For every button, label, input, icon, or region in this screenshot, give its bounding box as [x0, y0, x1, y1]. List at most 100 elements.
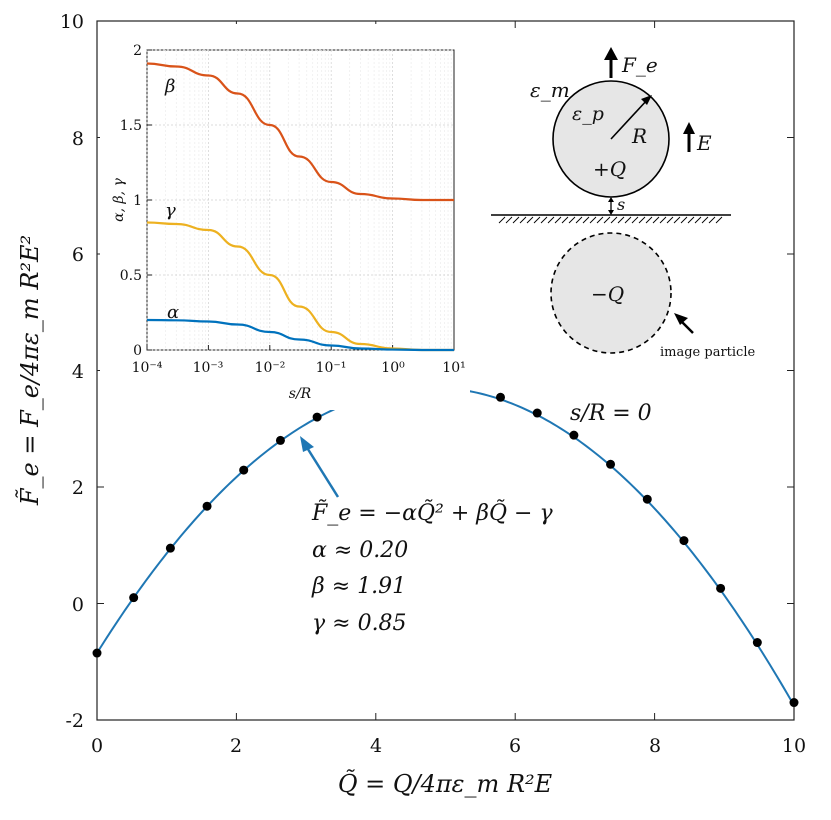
beta-value: β ≈ 1.91 — [311, 574, 406, 599]
gap-arrow-head-bottom — [608, 210, 614, 215]
hatch-line — [631, 216, 639, 224]
hatch-line — [617, 216, 625, 224]
inset-xtick-0: 10⁻⁴ — [132, 360, 163, 376]
data-point — [92, 648, 102, 658]
inset-series-label-alpha: α — [167, 302, 179, 323]
field-arrow-head — [683, 122, 695, 134]
data-point — [239, 465, 249, 475]
image-particle-pointer-head — [674, 313, 688, 325]
hatch-line — [715, 216, 723, 224]
inset-series-β — [146, 62, 454, 202]
inset-ytick-0: 0 — [133, 343, 142, 359]
inset-series-label-gamma: γ — [165, 200, 176, 221]
main-xtick-5: 10 — [782, 735, 806, 757]
hatch-line — [575, 216, 583, 224]
gap-arrow-head-top — [608, 197, 614, 202]
particle-permittivity-label: ε_p — [572, 103, 604, 125]
hatch-line — [659, 216, 667, 224]
data-point — [129, 593, 139, 603]
inset-y-axis-label: α, β, γ — [111, 178, 127, 222]
data-point — [275, 435, 285, 445]
hatch-line — [582, 216, 590, 224]
particle-schematic: F_e ε_m ε_p R +Q E s −Q image particle — [491, 47, 755, 360]
inset-series-label-beta: β — [164, 76, 175, 97]
main-ytick-0: -2 — [65, 710, 84, 732]
hatch-line — [701, 216, 709, 224]
inset-xtick-3: 10⁻¹ — [316, 360, 347, 376]
equation-arrow-head — [300, 436, 314, 452]
main-xtick-2: 4 — [370, 735, 382, 757]
main-ytick-2: 2 — [72, 477, 84, 499]
radius-label: R — [631, 124, 647, 148]
data-point — [532, 408, 542, 418]
main-ytick-5: 8 — [72, 128, 84, 150]
inset-curves — [146, 62, 454, 352]
radius-arrow-head — [641, 95, 652, 105]
inset-xtick-5: 10¹ — [442, 360, 465, 376]
hatch-line — [526, 216, 534, 224]
field-label: E — [696, 131, 712, 155]
hatch-line — [554, 216, 562, 224]
inset-background — [100, 24, 470, 410]
inset-axes: 10⁻⁴ 10⁻³ 10⁻² 10⁻¹ 10⁰ 10¹ 0 0.5 1 1.5 … — [100, 24, 470, 410]
medium-permittivity-label: ε_m — [530, 78, 570, 102]
image-particle-caption: image particle — [660, 345, 755, 360]
hatch-line — [512, 216, 520, 224]
hatch-line — [687, 216, 695, 224]
main-xtick-0: 0 — [91, 735, 103, 757]
gap-label: s — [617, 195, 625, 214]
hatch-line — [540, 216, 548, 224]
inset-ytick-1: 0.5 — [120, 268, 142, 284]
inset-ytick-3: 1.5 — [120, 118, 142, 134]
hatch-line — [673, 216, 681, 224]
main-xtick-3: 6 — [509, 735, 521, 757]
image-particle-circle — [550, 232, 672, 354]
main-xtick-1: 2 — [230, 735, 242, 757]
main-ytick-4: 6 — [72, 244, 84, 266]
hatch-line — [533, 216, 541, 224]
data-point — [165, 543, 175, 553]
hatch-line — [505, 216, 513, 224]
force-arrow-head — [604, 47, 618, 60]
alpha-value: α ≈ 0.20 — [312, 538, 408, 563]
hatch-line — [652, 216, 660, 224]
main-x-axis-label: Q̃ = Q/4πε_m R²E — [338, 770, 553, 798]
inset-ytick-2: 1 — [133, 193, 142, 209]
hatch-line — [561, 216, 569, 224]
data-point — [716, 583, 726, 593]
main-ytick-3: 4 — [72, 361, 84, 383]
gamma-value: γ ≈ 0.85 — [312, 611, 407, 636]
hatch-line — [519, 216, 527, 224]
inset-xtick-4: 10⁰ — [381, 360, 405, 376]
main-ytick-6: 10 — [60, 11, 84, 33]
hatch-line — [624, 216, 632, 224]
inset-series-α — [146, 318, 454, 352]
inset-xtick-2: 10⁻² — [255, 360, 286, 376]
inset-ytick-4: 2 — [133, 43, 142, 59]
hatch-line — [610, 216, 618, 224]
data-point — [642, 494, 652, 504]
main-xtick-4: 8 — [649, 735, 661, 757]
force-label: F_e — [621, 53, 658, 77]
main-y-axis-label: F̃_e = F_e/4πε_m R²E² — [16, 235, 44, 506]
data-point — [202, 501, 212, 511]
radius-line — [610, 98, 649, 140]
data-point — [569, 430, 579, 440]
main-ytick-1: 0 — [72, 594, 84, 616]
hatch-line — [645, 216, 653, 224]
hatch-line — [589, 216, 597, 224]
data-point — [679, 536, 689, 546]
image-charge-label: −Q — [591, 282, 624, 306]
data-point — [789, 698, 799, 708]
data-point — [495, 392, 505, 402]
electrode-hatching — [498, 216, 723, 224]
fit-equation: F̃_e = −αQ̃² + βQ̃ − γ — [311, 500, 553, 526]
hatch-line — [708, 216, 716, 224]
hatch-line — [596, 216, 604, 224]
hatch-line — [638, 216, 646, 224]
hatch-line — [547, 216, 555, 224]
hatch-line — [680, 216, 688, 224]
inset-xtick-1: 10⁻³ — [193, 360, 224, 376]
inset-x-axis-label: s/R — [289, 386, 312, 402]
